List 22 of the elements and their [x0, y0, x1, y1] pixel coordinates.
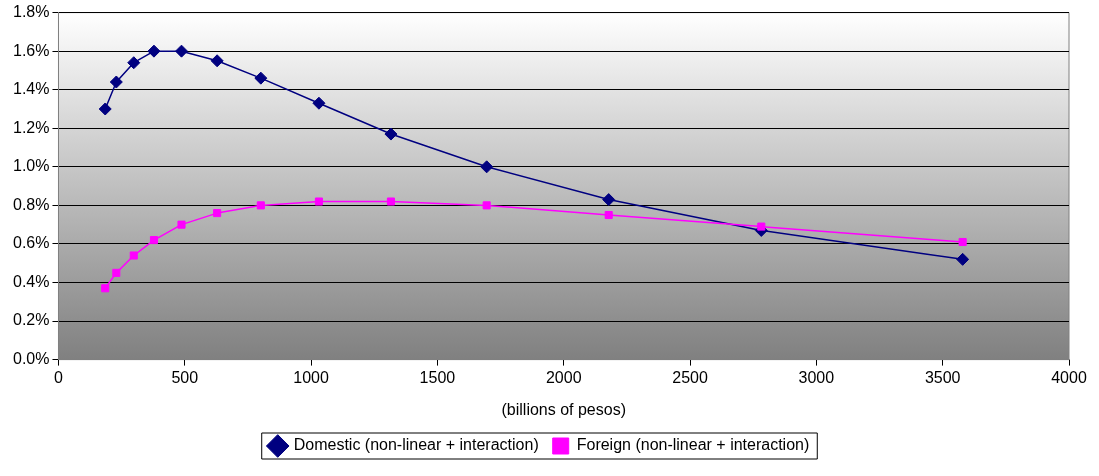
y-tick-label: 0.0% — [13, 350, 50, 368]
x-tick-label: 1000 — [293, 368, 329, 386]
x-tick-label: 3000 — [798, 368, 835, 386]
x-tick-label: 500 — [171, 368, 199, 386]
y-tick-label: 0.2% — [13, 311, 50, 329]
x-tick-label: 2000 — [545, 368, 582, 386]
y-tick-label: 0.6% — [13, 234, 50, 252]
y-tick-label: 0.4% — [13, 272, 50, 290]
x-tick-label: 1500 — [419, 368, 456, 386]
y-tick-label: 1.8% — [13, 3, 50, 21]
x-tick-label: 3500 — [924, 368, 961, 386]
y-tick-label: 1.4% — [13, 80, 50, 98]
legend-label: Foreign (non-linear + interaction) — [576, 436, 810, 454]
x-tick-label: 4000 — [1051, 368, 1087, 386]
x-axis-title: (billions of pesos) — [501, 400, 626, 418]
x-tick-label: 2500 — [672, 368, 708, 386]
y-tick-label: 1.0% — [13, 157, 50, 175]
x-tick-label: 0 — [54, 368, 64, 386]
y-tick-label: 1.2% — [13, 118, 50, 136]
y-tick-label: 1.6% — [13, 41, 50, 59]
y-tick-label: 0.8% — [13, 195, 50, 213]
legend-label: Domestic (non-linear + interaction) — [293, 436, 539, 454]
